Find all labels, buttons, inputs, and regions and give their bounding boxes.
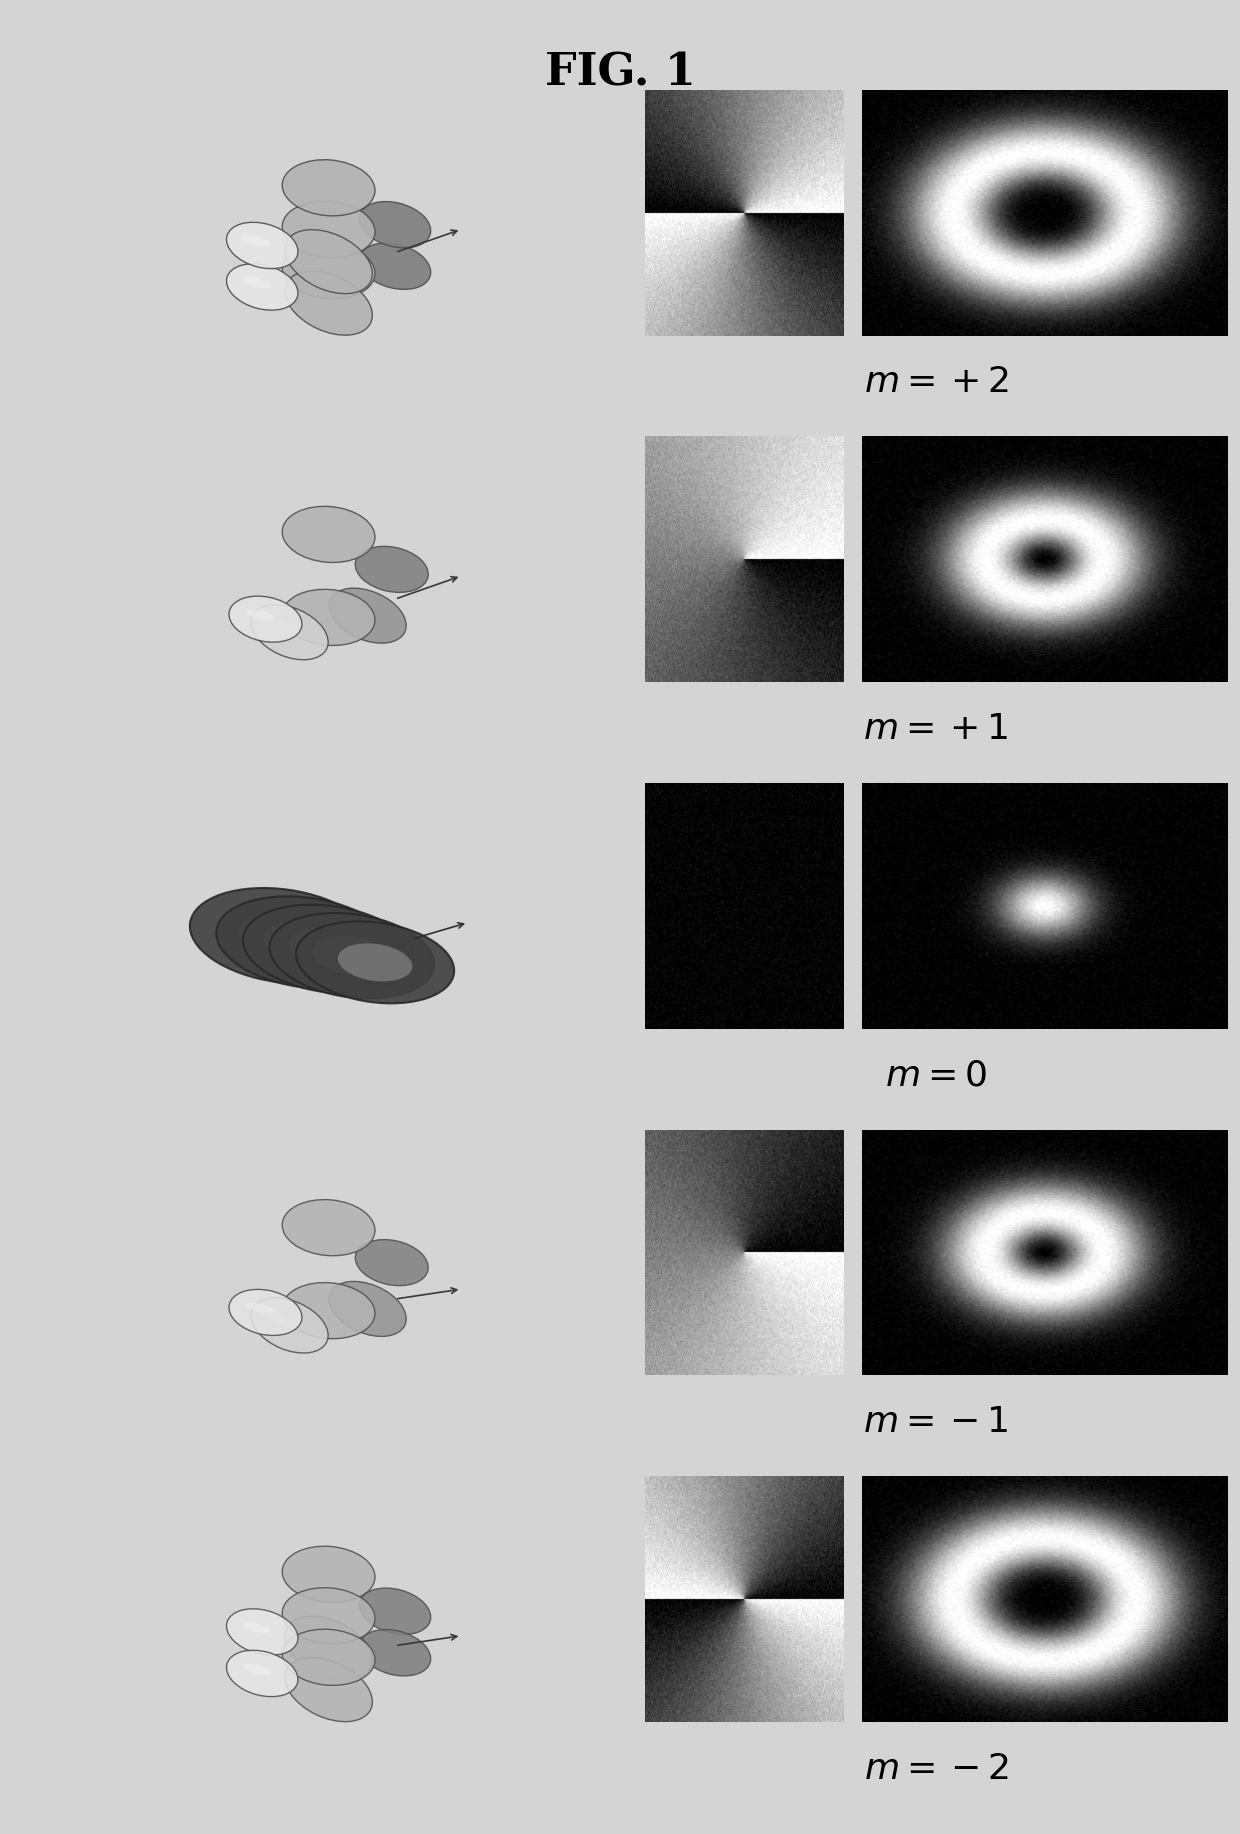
Ellipse shape (227, 264, 298, 310)
Ellipse shape (243, 904, 414, 994)
Ellipse shape (243, 1663, 270, 1674)
Ellipse shape (227, 1608, 298, 1654)
Ellipse shape (285, 1658, 372, 1722)
Ellipse shape (246, 609, 274, 620)
Ellipse shape (360, 244, 430, 290)
Ellipse shape (329, 589, 407, 644)
Ellipse shape (243, 1621, 270, 1634)
Text: $m = +2$: $m = +2$ (863, 365, 1009, 400)
Ellipse shape (285, 1616, 372, 1680)
Ellipse shape (283, 506, 374, 563)
Ellipse shape (190, 888, 374, 983)
Ellipse shape (285, 271, 372, 336)
Ellipse shape (288, 928, 370, 970)
Ellipse shape (285, 229, 372, 293)
Ellipse shape (268, 620, 299, 635)
Ellipse shape (360, 1588, 430, 1634)
Ellipse shape (263, 921, 348, 965)
Ellipse shape (312, 935, 392, 976)
Text: $m = -2$: $m = -2$ (863, 1751, 1009, 1786)
Ellipse shape (329, 1282, 407, 1337)
Ellipse shape (283, 1588, 374, 1643)
Text: FIG. 1: FIG. 1 (544, 51, 696, 94)
Ellipse shape (268, 1313, 299, 1328)
Ellipse shape (229, 1289, 303, 1335)
Ellipse shape (243, 277, 270, 288)
Text: $m = -1$: $m = -1$ (863, 1405, 1009, 1440)
Ellipse shape (250, 605, 329, 660)
Ellipse shape (283, 589, 374, 646)
Ellipse shape (269, 913, 434, 998)
Ellipse shape (250, 1298, 329, 1353)
Ellipse shape (229, 596, 303, 642)
Ellipse shape (243, 235, 270, 248)
Ellipse shape (238, 913, 326, 959)
Ellipse shape (227, 1651, 298, 1696)
Text: $m = +1$: $m = +1$ (863, 712, 1009, 746)
Ellipse shape (283, 1546, 374, 1603)
Ellipse shape (217, 897, 394, 989)
Ellipse shape (355, 1240, 428, 1286)
Ellipse shape (337, 943, 413, 981)
Ellipse shape (246, 1302, 274, 1313)
Text: $m = 0$: $m = 0$ (885, 1058, 987, 1093)
Ellipse shape (360, 1630, 430, 1676)
Ellipse shape (227, 222, 298, 268)
Ellipse shape (355, 547, 428, 592)
Ellipse shape (283, 1629, 374, 1685)
Ellipse shape (360, 202, 430, 248)
Ellipse shape (283, 242, 374, 299)
Ellipse shape (283, 202, 374, 257)
Ellipse shape (283, 1199, 374, 1256)
Ellipse shape (283, 1282, 374, 1339)
Ellipse shape (283, 160, 374, 216)
Ellipse shape (296, 921, 454, 1003)
